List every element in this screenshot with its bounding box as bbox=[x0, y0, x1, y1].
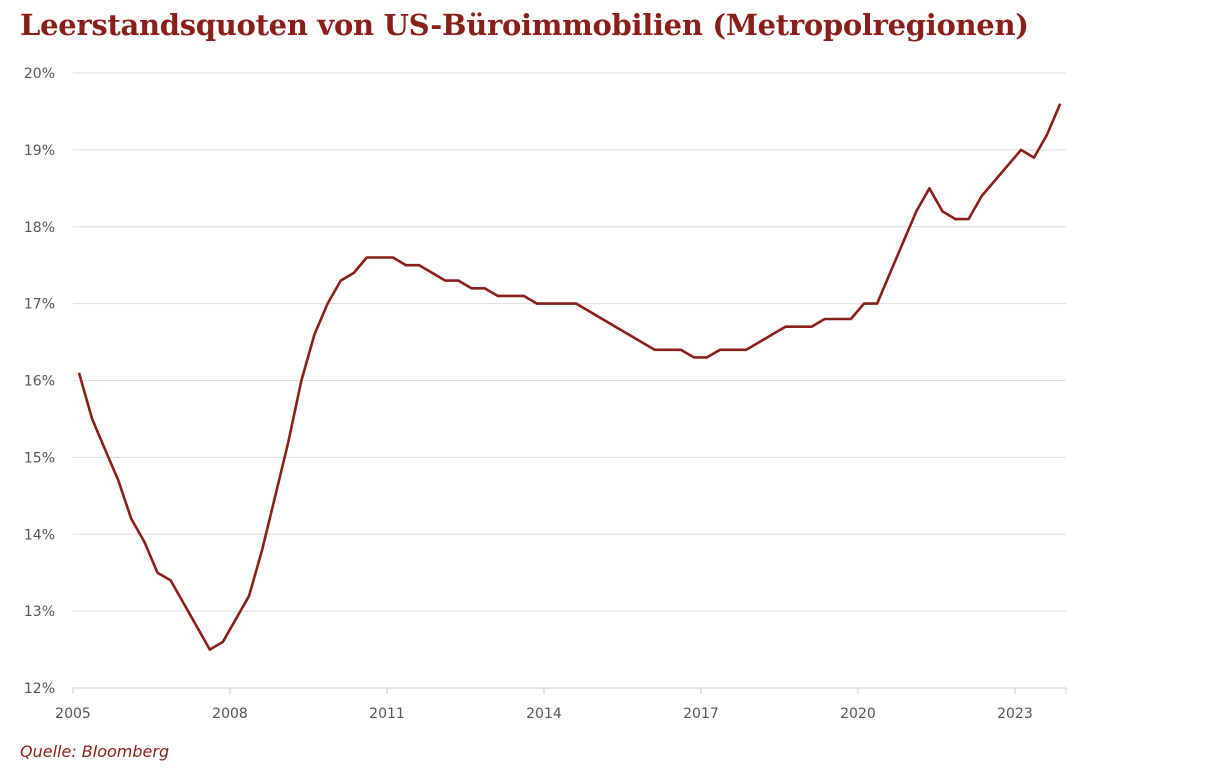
x-tick-label: 2008 bbox=[212, 706, 248, 722]
y-tick-label: 16% bbox=[24, 374, 55, 390]
x-tick-label: 2017 bbox=[683, 706, 719, 722]
data-line bbox=[77, 103, 1062, 651]
y-tick-label: 18% bbox=[24, 220, 55, 236]
x-tick-label: 2005 bbox=[55, 706, 91, 722]
y-tick-label: 15% bbox=[24, 450, 55, 466]
y-tick-label: 12% bbox=[24, 681, 55, 697]
y-tick-label: 14% bbox=[24, 527, 55, 543]
y-tick-label: 20% bbox=[24, 66, 55, 82]
source-note: Quelle: Bloomberg bbox=[20, 742, 170, 761]
y-tick-label: 17% bbox=[24, 297, 55, 313]
x-tick-label: 2014 bbox=[526, 706, 562, 722]
x-tick-label: 2023 bbox=[997, 706, 1033, 722]
x-tick-label: 2020 bbox=[840, 706, 876, 722]
chart-title: Leerstandsquoten von US-Büroimmobilien (… bbox=[20, 8, 1029, 42]
x-tick-label: 2011 bbox=[369, 706, 405, 722]
y-tick-label: 19% bbox=[24, 143, 55, 159]
y-tick-label: 13% bbox=[24, 604, 55, 620]
